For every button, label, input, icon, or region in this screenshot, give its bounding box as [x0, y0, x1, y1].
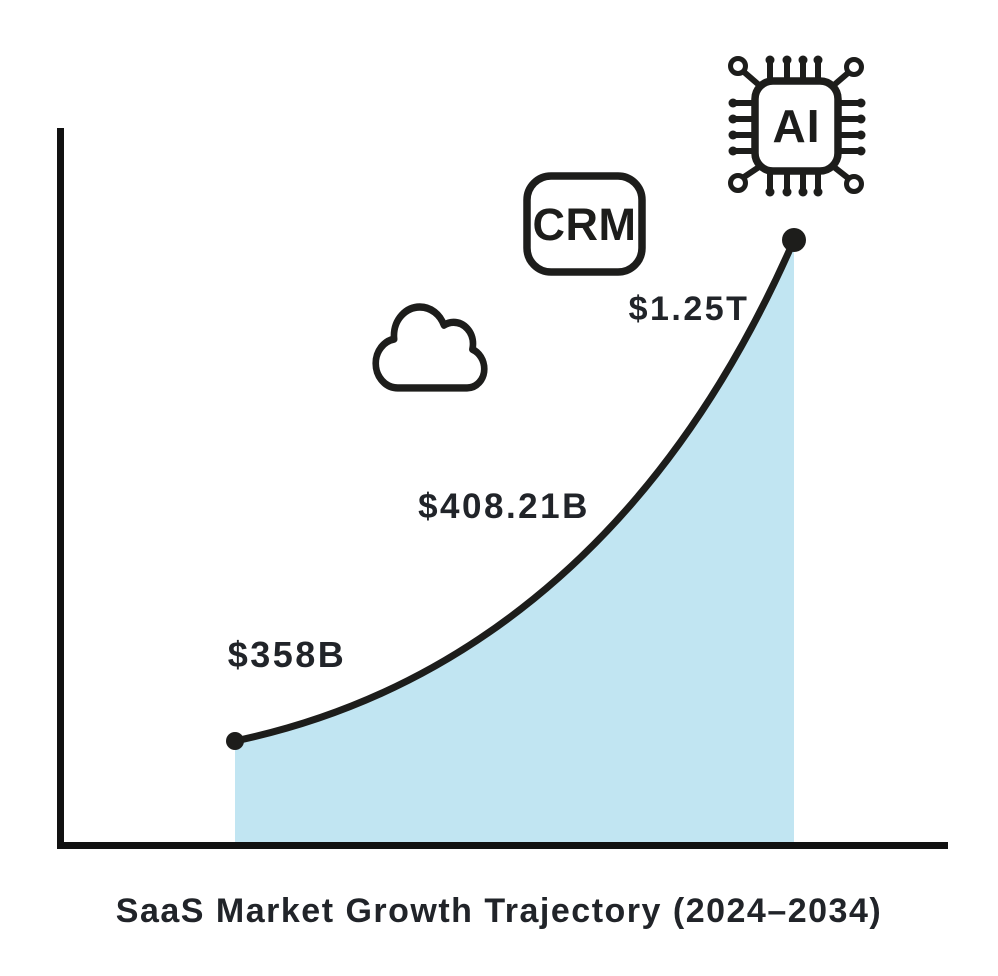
ai-chip-label: AI	[773, 100, 821, 152]
end-point-dot	[782, 228, 806, 252]
cloud-outline-path	[372, 303, 488, 392]
crm-box	[523, 172, 646, 276]
crm-icon-label: CRM	[533, 199, 637, 250]
crm-icon: CRM	[523, 172, 646, 276]
start-point-dot	[226, 732, 244, 750]
ai-chip-corner-nodes	[728, 56, 864, 194]
ai-chip-body	[751, 77, 842, 175]
growth-curve-line	[231, 236, 798, 745]
x-axis	[57, 842, 948, 849]
area-fill	[235, 240, 794, 845]
ai-chip-icon: AI	[728, 55, 866, 197]
cloud-icon	[372, 303, 488, 392]
y-axis	[57, 128, 64, 849]
chart-title: SaaS Market Growth Trajectory (2024–2034…	[115, 892, 883, 930]
value-label-end: $1.25T	[628, 290, 750, 328]
ai-chip-pin-tips	[728, 55, 866, 197]
value-label-start: $358B	[227, 634, 347, 675]
value-label-mid: $408.21B	[418, 487, 590, 526]
